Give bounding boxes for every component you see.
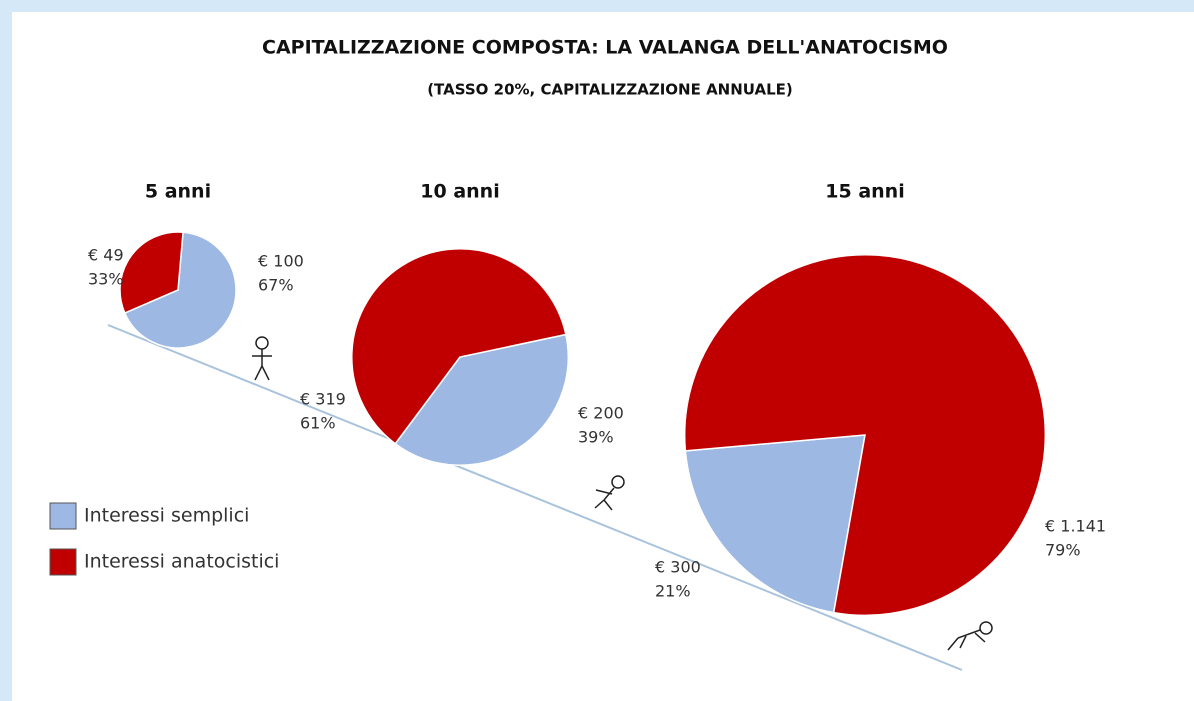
legend-label: Interessi semplici bbox=[84, 505, 249, 527]
percent-label: 39% bbox=[578, 428, 614, 447]
percent-label: 79% bbox=[1045, 541, 1081, 560]
pie-title: 15 anni bbox=[825, 181, 904, 203]
pie-title: 10 anni bbox=[420, 181, 499, 203]
percent-label: 61% bbox=[300, 414, 336, 433]
chart: CAPITALIZZAZIONE COMPOSTA: LA VALANGA DE… bbox=[0, 0, 1194, 701]
pie-title: 5 anni bbox=[145, 181, 211, 203]
legend-swatch bbox=[50, 503, 76, 529]
value-label: € 319 bbox=[300, 390, 346, 409]
value-label: € 300 bbox=[655, 558, 701, 577]
percent-label: 21% bbox=[655, 582, 691, 601]
value-label: € 100 bbox=[258, 252, 304, 271]
legend-label: Interessi anatocistici bbox=[84, 551, 279, 573]
value-label: € 49 bbox=[88, 246, 124, 265]
value-label: € 1.141 bbox=[1045, 517, 1106, 536]
value-label: € 200 bbox=[578, 404, 624, 423]
chart-subtitle: (TASSO 20%, CAPITALIZZAZIONE ANNUALE) bbox=[427, 81, 793, 99]
chart-title: CAPITALIZZAZIONE COMPOSTA: LA VALANGA DE… bbox=[262, 37, 948, 59]
percent-label: 67% bbox=[258, 276, 294, 295]
legend-swatch bbox=[50, 549, 76, 575]
percent-label: 33% bbox=[88, 270, 124, 289]
